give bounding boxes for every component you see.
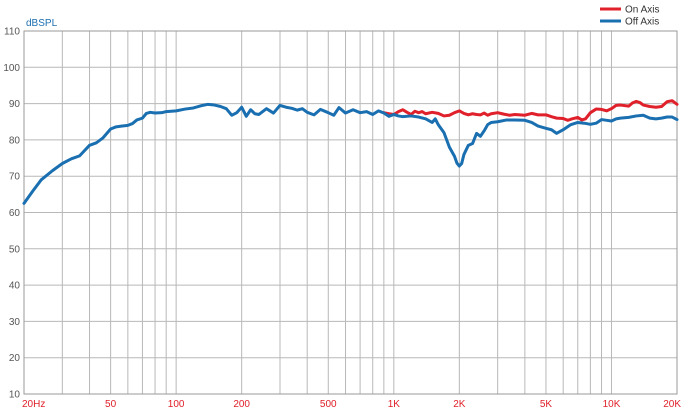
x-tick-label: 20K <box>663 399 681 409</box>
y-tick-label: 10 <box>9 390 21 401</box>
plot-border <box>23 30 678 395</box>
y-tick-labels: 10 20 30 40 50 60 70 80 90 100 110 <box>3 27 20 401</box>
y-tick-label: 60 <box>9 208 21 219</box>
y-tick-label: 40 <box>9 281 21 292</box>
x-tick-label: 5K <box>540 399 553 409</box>
x-tick-label: 100 <box>168 399 185 409</box>
legend-label: Off Axis <box>625 17 659 28</box>
x-tick-label: 500 <box>320 399 337 409</box>
y-tick-label: 30 <box>9 317 21 328</box>
y-tick-label: 50 <box>9 244 21 255</box>
series-line-off-axis <box>22 102 679 205</box>
x-tick-label: 50 <box>105 399 117 409</box>
y-tick-label: 20 <box>9 353 21 364</box>
series-lines <box>22 99 679 205</box>
y-tick-label: 70 <box>9 172 21 183</box>
x-tick-label: 200 <box>233 399 250 409</box>
x-tick-label: 2K <box>453 399 466 409</box>
grid <box>24 31 677 394</box>
y-tick-label: 100 <box>3 63 20 74</box>
series-line-on-axis <box>382 99 679 122</box>
y-tick-label: 80 <box>9 135 21 146</box>
legend-label: On Axis <box>625 5 659 16</box>
x-tick-label: 10K <box>603 399 621 409</box>
y-tick-label: 90 <box>9 99 21 110</box>
y-tick-label: 110 <box>4 27 20 38</box>
x-tick-label: 20Hz <box>22 399 45 409</box>
x-tick-labels: 20Hz 50 100 200 500 1K 2K 5K 10K 20K <box>22 399 681 409</box>
y-axis-label: dBSPL <box>26 18 58 29</box>
x-tick-label: 1K <box>388 399 401 409</box>
